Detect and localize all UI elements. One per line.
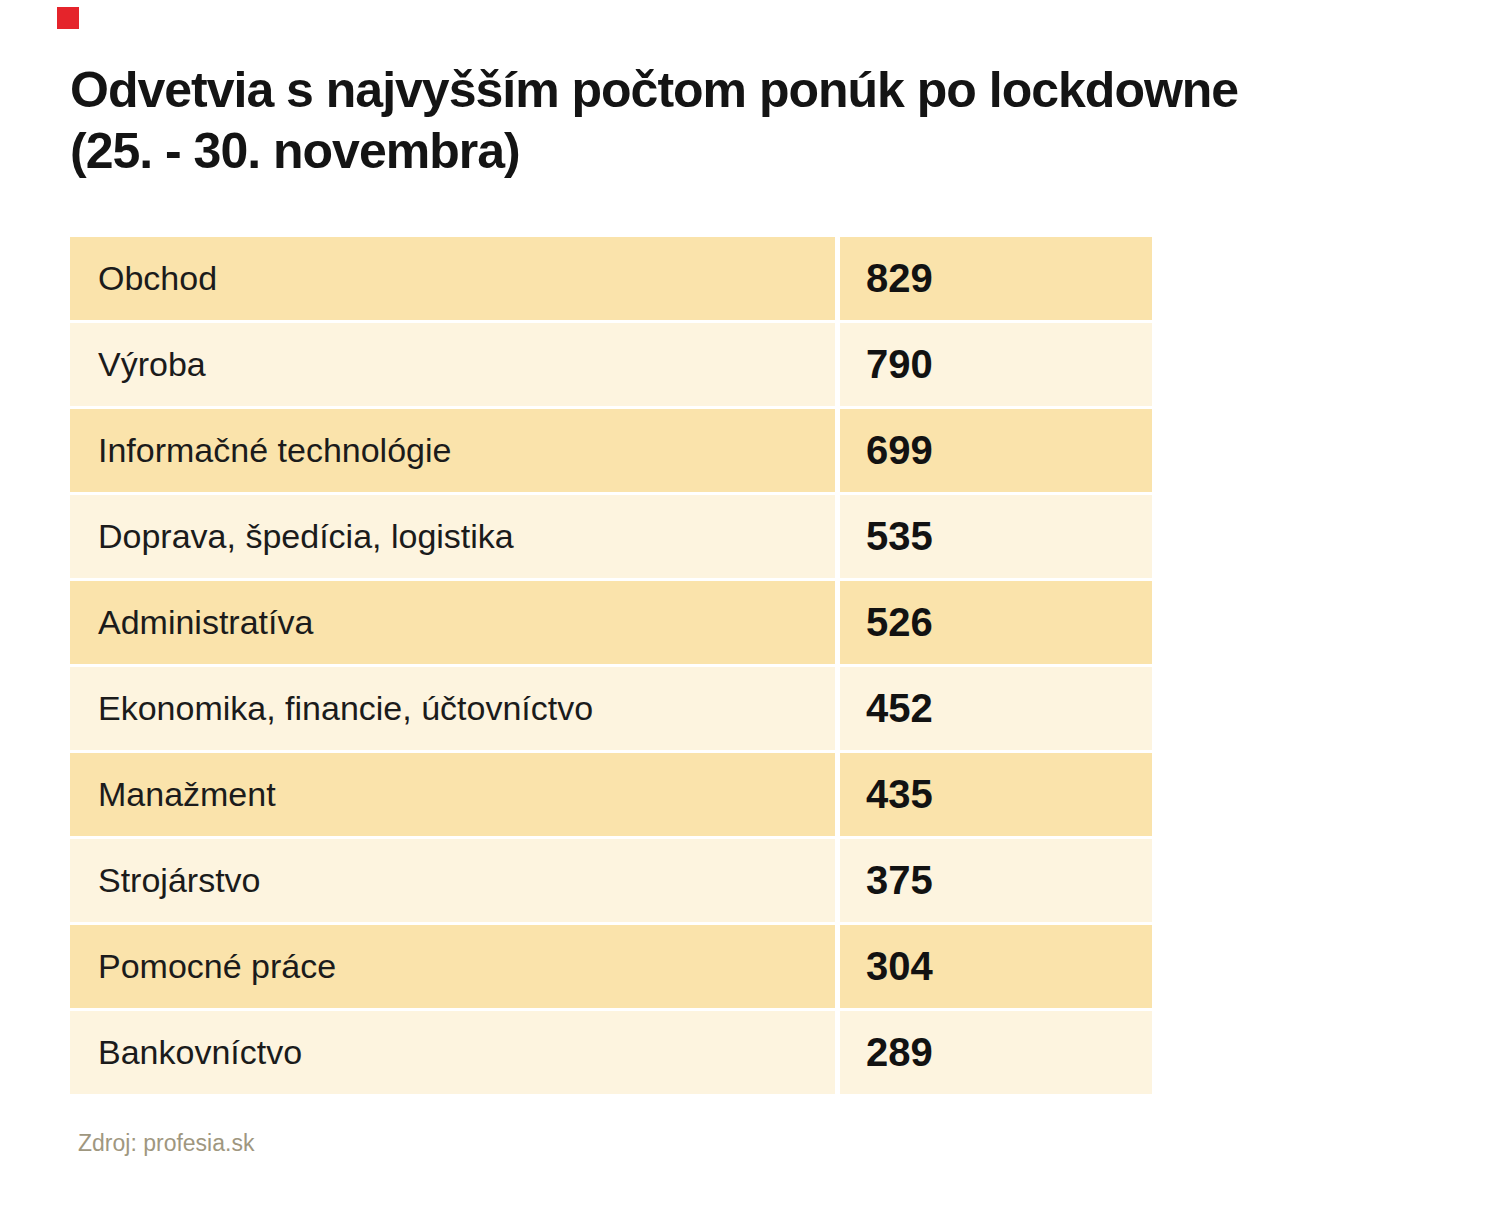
row-label: Obchod <box>70 237 835 320</box>
row-value: 304 <box>840 925 1152 1008</box>
row-label: Informačné technológie <box>70 409 835 492</box>
row-label: Výroba <box>70 323 835 406</box>
row-value: 535 <box>840 495 1152 578</box>
table-row: Informačné technológie 699 <box>70 409 1152 492</box>
page-title-line2: (25. - 30. novembra) <box>70 123 520 179</box>
brand-logo-square-icon <box>57 7 79 29</box>
infographic-canvas: Odvetvia s najvyšším počtom ponúk po loc… <box>0 0 1500 1213</box>
row-label: Doprava, špedícia, logistika <box>70 495 835 578</box>
table-row: Doprava, špedícia, logistika 535 <box>70 495 1152 578</box>
source-credit: Zdroj: profesia.sk <box>78 1130 254 1157</box>
row-value: 289 <box>840 1011 1152 1094</box>
row-label: Ekonomika, financie, účtovníctvo <box>70 667 835 750</box>
offers-table: Obchod 829 Výroba 790 Informačné technol… <box>70 237 1152 1097</box>
row-value: 699 <box>840 409 1152 492</box>
row-value: 375 <box>840 839 1152 922</box>
row-value: 790 <box>840 323 1152 406</box>
table-row: Pomocné práce 304 <box>70 925 1152 1008</box>
page-title-line1: Odvetvia s najvyšším počtom ponúk po loc… <box>70 62 1238 118</box>
page-title: Odvetvia s najvyšším počtom ponúk po loc… <box>70 60 1470 182</box>
row-value: 526 <box>840 581 1152 664</box>
row-label: Bankovníctvo <box>70 1011 835 1094</box>
table-row: Výroba 790 <box>70 323 1152 406</box>
table-row: Bankovníctvo 289 <box>70 1011 1152 1094</box>
row-label: Manažment <box>70 753 835 836</box>
table-row: Manažment 435 <box>70 753 1152 836</box>
row-value: 452 <box>840 667 1152 750</box>
table-row: Ekonomika, financie, účtovníctvo 452 <box>70 667 1152 750</box>
row-value: 829 <box>840 237 1152 320</box>
table-row: Administratíva 526 <box>70 581 1152 664</box>
table-row: Strojárstvo 375 <box>70 839 1152 922</box>
row-label: Strojárstvo <box>70 839 835 922</box>
table-row: Obchod 829 <box>70 237 1152 320</box>
row-label: Pomocné práce <box>70 925 835 1008</box>
row-label: Administratíva <box>70 581 835 664</box>
row-value: 435 <box>840 753 1152 836</box>
